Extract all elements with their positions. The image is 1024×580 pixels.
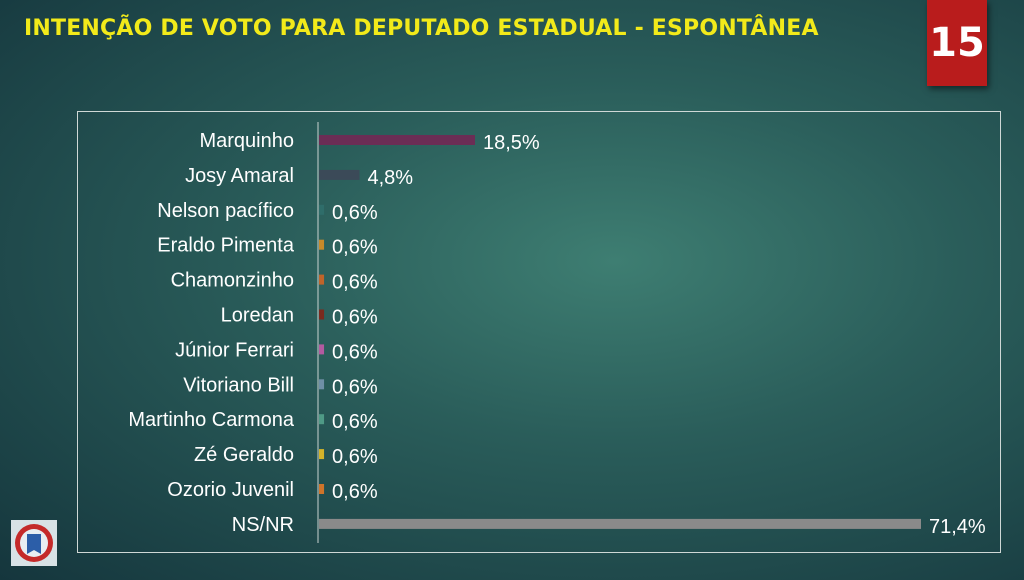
category-label: Loredan xyxy=(221,305,294,327)
category-label: Martinho Carmona xyxy=(128,409,295,431)
value-label: 0,6% xyxy=(332,341,378,363)
category-label: Ozorio Juvenil xyxy=(167,479,294,501)
value-label: 0,6% xyxy=(332,237,378,259)
bar xyxy=(319,449,325,460)
category-label: Vitoriano Bill xyxy=(183,374,294,396)
page-number-badge: 15 xyxy=(927,0,987,86)
value-label: 0,6% xyxy=(332,446,378,468)
category-label: Chamonzinho xyxy=(171,270,294,292)
page-title: INTENÇÃO DE VOTO PARA DEPUTADO ESTADUAL … xyxy=(24,16,819,41)
bar xyxy=(319,169,360,180)
bar xyxy=(319,204,325,215)
bar xyxy=(319,379,325,390)
bar xyxy=(319,518,921,529)
category-label: Zé Geraldo xyxy=(194,444,294,466)
bar xyxy=(319,274,325,285)
value-label: 0,6% xyxy=(332,411,378,433)
bar xyxy=(319,309,325,320)
category-label: Marquinho xyxy=(199,130,294,152)
category-label: NS/NR xyxy=(232,514,294,536)
value-label: 18,5% xyxy=(483,132,540,154)
category-label: Josy Amaral xyxy=(185,165,294,187)
value-label: 71,4% xyxy=(929,516,986,538)
category-label: Eraldo Pimenta xyxy=(157,235,295,257)
value-label: 0,6% xyxy=(332,272,378,294)
category-label: Júnior Ferrari xyxy=(175,339,294,361)
bar xyxy=(319,135,475,145)
bar xyxy=(319,239,325,250)
bar xyxy=(319,484,325,494)
value-label: 0,6% xyxy=(332,376,378,398)
bar xyxy=(319,344,325,355)
logo-icon xyxy=(11,520,57,566)
value-label: 0,6% xyxy=(332,307,378,329)
bar xyxy=(319,414,325,425)
value-label: 0,6% xyxy=(332,202,378,224)
chart-frame xyxy=(77,111,1001,553)
category-label: Nelson pacífico xyxy=(157,200,294,222)
value-label: 4,8% xyxy=(367,167,413,189)
value-label: 0,6% xyxy=(332,481,378,503)
